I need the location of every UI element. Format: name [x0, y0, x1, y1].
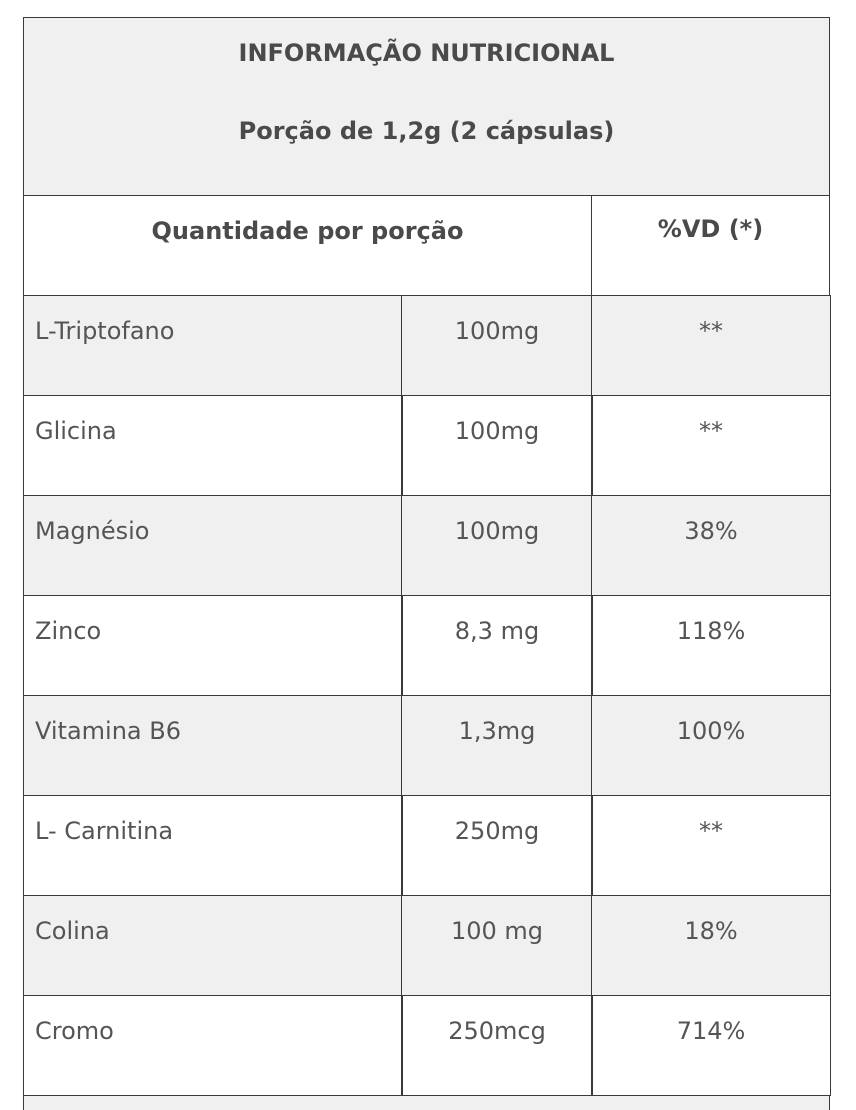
partial-row	[23, 1095, 830, 1110]
daily-value: 714%	[591, 995, 831, 1096]
daily-value: 18%	[591, 895, 831, 996]
column-header: %VD (*)	[591, 195, 830, 296]
amount: 250mg	[401, 795, 593, 896]
amount: 100mg	[401, 395, 593, 496]
amount: 100mg	[401, 495, 593, 596]
serving: Porção de 1,2g (2 cápsulas)	[238, 117, 615, 145]
nutrient-name: L-Triptofano	[23, 295, 403, 396]
amount: 1,3mg	[401, 695, 593, 796]
nutrient-name: Glicina	[23, 395, 403, 496]
amount: 8,3 mg	[401, 595, 593, 696]
nutrient-name: Colina	[23, 895, 403, 996]
nutrient-name: Vitamina B6	[23, 695, 403, 796]
title: INFORMAÇÃO NUTRICIONAL	[238, 39, 615, 67]
nutrient-name: Magnésio	[23, 495, 403, 596]
nutrient-name: Zinco	[23, 595, 403, 696]
nutrient-name: Cromo	[23, 995, 403, 1096]
amount: 250mcg	[401, 995, 593, 1096]
daily-value: 100%	[591, 695, 831, 796]
daily-value: **	[591, 795, 831, 896]
daily-value: 38%	[591, 495, 831, 596]
daily-value: **	[591, 295, 831, 396]
daily-value: **	[591, 395, 831, 496]
daily-value: 118%	[591, 595, 831, 696]
nutrient-name: L- Carnitina	[23, 795, 403, 896]
amount: 100mg	[401, 295, 593, 396]
column-header: Quantidade por porção	[23, 195, 592, 296]
amount: 100 mg	[401, 895, 593, 996]
header-cell: INFORMAÇÃO NUTRICIONAL Porção de 1,2g (2…	[23, 17, 830, 196]
